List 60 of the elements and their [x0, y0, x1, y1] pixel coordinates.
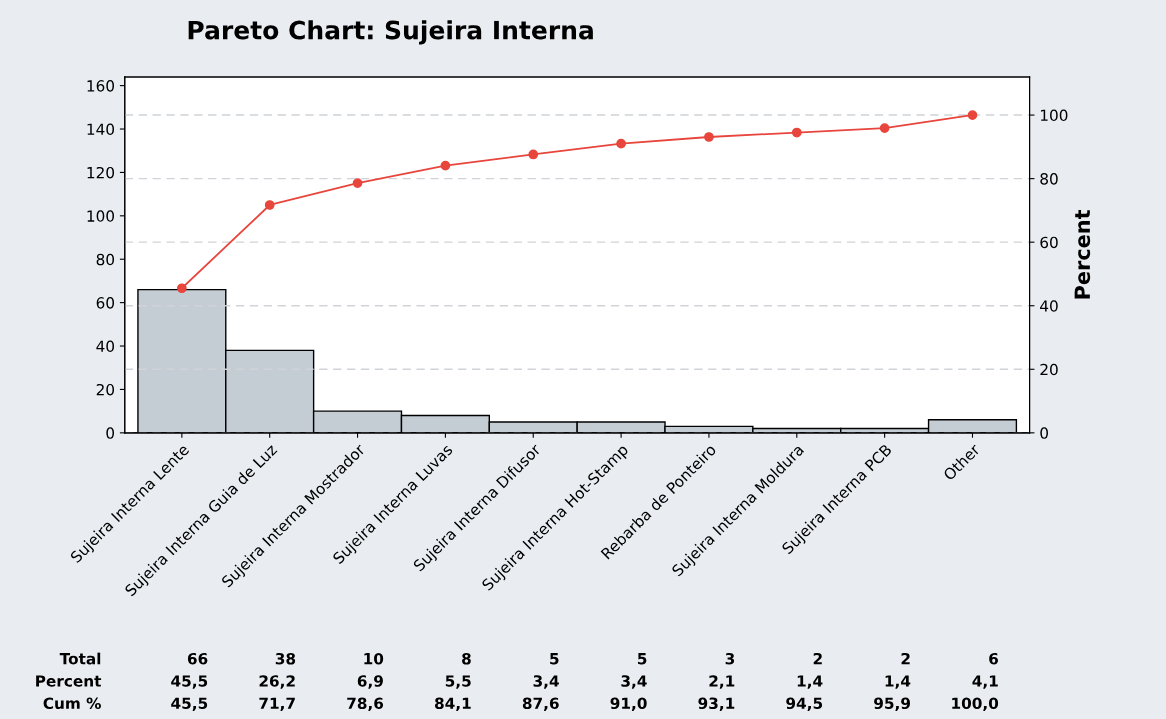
y-tick-label: 160 — [87, 80, 115, 92]
point — [264, 200, 275, 210]
point — [967, 110, 978, 120]
y-tick-label: 100 — [87, 210, 115, 222]
data-label: 95,9 — [874, 697, 911, 712]
text: 3,4 — [621, 675, 647, 689]
y2-tick-label: 60 — [1040, 236, 1058, 249]
y-tick-label: 80 — [96, 253, 115, 266]
point — [616, 138, 626, 149]
text: Cum % — [43, 697, 101, 710]
text: 2,1 — [709, 675, 735, 689]
data-label: 10 — [364, 652, 384, 665]
text: 4,1 — [972, 675, 998, 689]
chart-title: Pareto Chart: Sujeira Interna — [188, 20, 593, 45]
y-tick-label: 40 — [96, 340, 115, 353]
point — [528, 149, 539, 160]
y-tick-label: 60 — [96, 297, 115, 309]
y2-tick-label: 20 — [1040, 363, 1058, 376]
data-label: 5 — [638, 653, 647, 665]
data-label: 93,1 — [698, 697, 735, 712]
text: Total — [59, 652, 101, 665]
point — [440, 160, 451, 171]
text: Percent — [36, 675, 102, 687]
point — [704, 132, 714, 142]
text: 1,4 — [797, 675, 823, 689]
data-label: 87,6 — [522, 697, 559, 712]
point — [791, 127, 802, 138]
data-label: 71,7 — [259, 697, 295, 712]
data-label: 2 — [813, 652, 822, 665]
y-tick-label: 140 — [87, 123, 115, 136]
data-label: 78,6 — [347, 697, 384, 712]
data-label: 91,0 — [610, 697, 647, 712]
data-label: 84,1 — [434, 697, 471, 712]
y-tick-label: 0 — [106, 427, 115, 439]
y2-tick-label: 0 — [1040, 427, 1049, 439]
y2-axis-title: Percent — [1074, 209, 1091, 299]
data-label: 45,5 — [171, 697, 208, 712]
data-label: 100,0 — [952, 697, 999, 712]
y2-tick-label: 80 — [1040, 173, 1058, 185]
data-label: 38 — [275, 652, 296, 665]
text: 3,4 — [533, 675, 559, 689]
point — [879, 123, 890, 133]
text: 1,4 — [885, 675, 911, 689]
point — [177, 283, 187, 294]
text: 45,5 — [171, 675, 208, 689]
text: 6,9 — [357, 675, 383, 689]
y-tick-label: 20 — [96, 383, 115, 396]
data-label: 8 — [462, 652, 471, 665]
text: 5,5 — [445, 675, 471, 689]
y-tick-label: 120 — [87, 166, 115, 179]
data-label: 5 — [550, 653, 559, 665]
data-label: 66 — [187, 652, 208, 665]
data-label: 3 — [725, 652, 735, 665]
data-label: 94,5 — [786, 697, 823, 712]
y2-tick-label: 40 — [1040, 300, 1058, 312]
y2-tick-label: 100 — [1040, 109, 1068, 122]
data-label: 2 — [901, 652, 910, 665]
data-label: 6 — [989, 652, 999, 665]
point — [352, 178, 363, 188]
text: 26,2 — [259, 675, 295, 689]
